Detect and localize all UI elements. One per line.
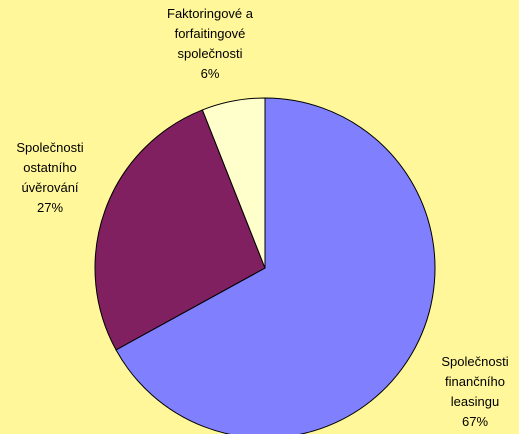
pie-slice <box>115 97 436 434</box>
slice-label: Společnosti finančního leasingu <box>441 354 508 409</box>
slice-value-label: 67% <box>462 414 488 429</box>
pie-slice <box>94 109 266 351</box>
slice-label: Společnosti ostatního úvěrování <box>16 140 83 195</box>
slice-value-label: 6% <box>201 66 220 81</box>
pie-slice <box>201 97 266 269</box>
slice-value-label: 27% <box>37 200 63 215</box>
slice-label: Faktoringové a forfaitingové společnosti <box>167 6 254 61</box>
